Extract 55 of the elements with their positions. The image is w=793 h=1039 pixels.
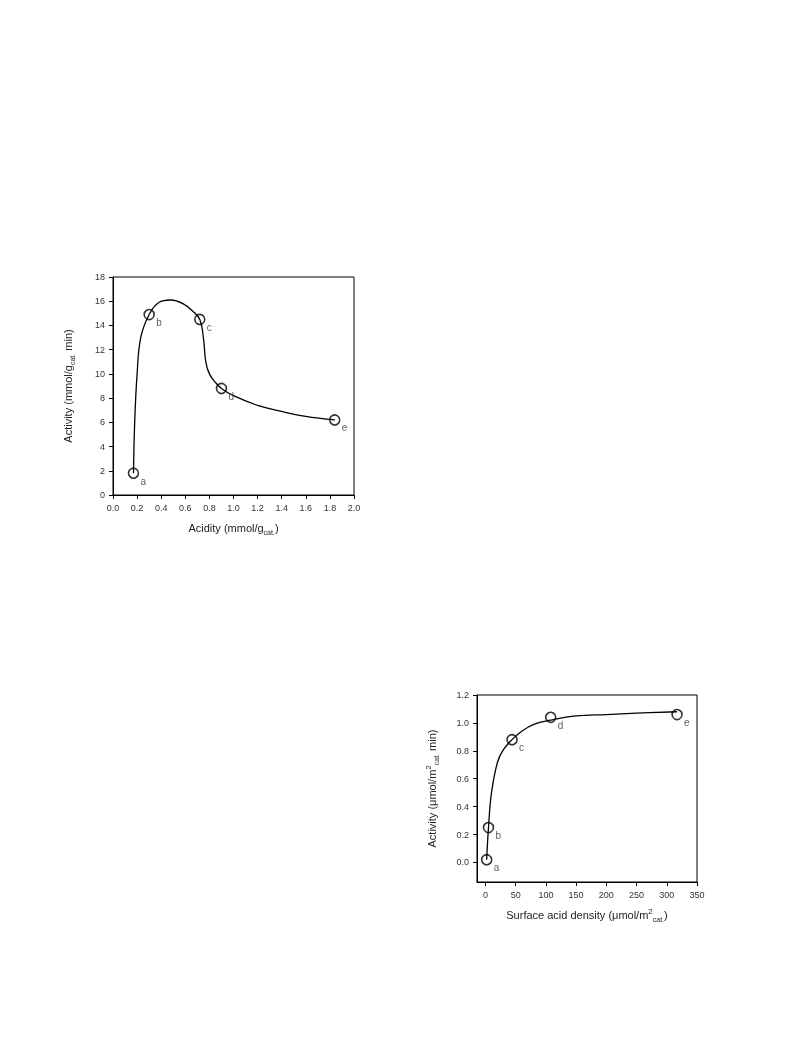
y-tick-label: 1.2 (456, 690, 469, 700)
point (544, 711, 557, 724)
x-tick-label: 1.2 (251, 502, 264, 513)
point (215, 382, 228, 395)
annotation: d (557, 719, 564, 731)
x-tick-label: 1.4 (275, 502, 288, 513)
x-tick-label: 1.6 (299, 502, 313, 513)
x-tick-label: 200 (598, 889, 614, 900)
y-tick-label: 1.0 (456, 717, 469, 728)
y-tick-label: 2 (99, 465, 105, 476)
x-tick-label: 0 (482, 889, 488, 900)
x-tick-label: 2.0 (347, 502, 361, 513)
x-tick-label: 300 (659, 889, 675, 900)
point (506, 733, 518, 746)
point (671, 708, 683, 721)
x-tick-label: 0.8 (203, 502, 216, 513)
annotation: b (156, 317, 163, 329)
annotation: a (493, 862, 500, 874)
annotation: a (140, 475, 147, 487)
y-tick-label: 16 (94, 296, 105, 307)
point (143, 308, 155, 321)
x-tick-label: 0.4 (154, 502, 168, 513)
point (193, 313, 206, 326)
y-tick-label: 18 (94, 272, 105, 282)
y-tick-label: 0.8 (456, 745, 469, 756)
y-tick-label: 0.6 (456, 773, 469, 784)
y-tick-label: 6 (99, 417, 105, 428)
annotation: b (495, 830, 502, 842)
annotation: e (684, 717, 691, 729)
x-tick-label: 0.2 (130, 502, 144, 513)
x-tick-label: 150 (568, 889, 584, 900)
x-tick-label: 0.0 (106, 502, 120, 513)
y-tick-label: 0 (99, 490, 105, 500)
x-tick-label: 0.6 (179, 502, 192, 513)
y-tick-label: 4 (99, 441, 105, 452)
y-tick-label: 12 (94, 344, 105, 355)
annotation: c (519, 742, 525, 754)
x-tick-label: 50 (510, 889, 521, 900)
point (127, 467, 140, 479)
y-tick-label: 0.2 (456, 829, 469, 840)
point (480, 853, 493, 866)
point (482, 821, 495, 834)
y-tick-label: 0.4 (456, 801, 469, 812)
y-tick-label: 8 (99, 393, 105, 404)
x-tick-label: 350 (689, 889, 705, 900)
y-tick-label: 14 (94, 320, 105, 331)
x-tick-label: 1.8 (323, 502, 337, 513)
annotation: e (341, 422, 348, 434)
y-tick-label: 10 (94, 368, 105, 379)
point (328, 414, 341, 426)
x-tick-label: 100 (538, 889, 554, 900)
y-tick-label: 0.0 (456, 857, 469, 868)
x-tick-label: 1.0 (227, 502, 240, 513)
x-tick-label: 250 (629, 889, 645, 900)
annotation: c (206, 321, 212, 333)
